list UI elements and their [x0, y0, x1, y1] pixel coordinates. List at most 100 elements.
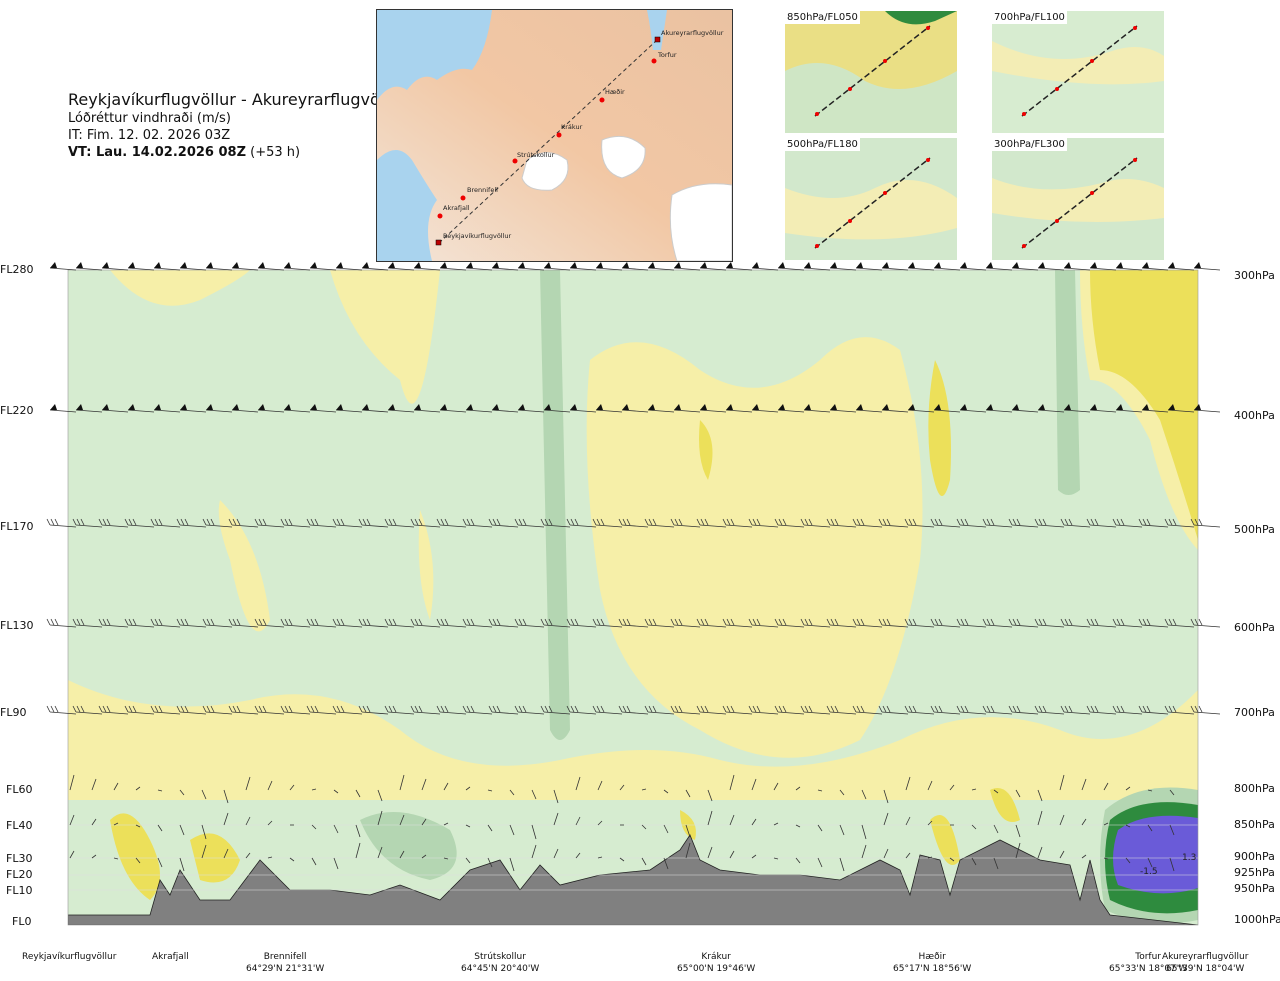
wind-barb-pennant [1038, 404, 1045, 410]
wind-barb-shaft [75, 624, 103, 628]
wind-barb-shaft [1011, 524, 1039, 528]
wind-barb-shaft [1081, 778, 1087, 791]
wind-barb-feather [696, 518, 701, 526]
wind-barb-shaft [127, 267, 155, 271]
wind-barb-shaft [933, 624, 961, 628]
wind-barb-shaft [157, 824, 163, 832]
wind-barb-shaft [101, 711, 129, 715]
thumb-700-svg [992, 11, 1164, 133]
wind-barb-feather [674, 518, 679, 526]
wind-barb-pennant [882, 262, 889, 268]
wind-barb-shaft [311, 857, 317, 866]
wind-barb-feather [540, 618, 545, 626]
wind-barb-shaft [829, 711, 857, 715]
wind-barb-shaft [1015, 789, 1021, 798]
wind-barb-shaft [335, 711, 363, 715]
thumb-700[interactable]: 700hPa/FL100 [992, 11, 1164, 133]
thumb-label-850: 850hPa/FL050 [785, 11, 860, 24]
wind-barb-feather [1008, 705, 1013, 713]
wind-barb-shaft [283, 267, 311, 271]
wind-barb-shaft [1059, 774, 1065, 791]
wind-barb-feather [622, 518, 627, 526]
wind-barb-pennant [76, 404, 83, 410]
wind-barb-feather [756, 618, 761, 626]
wind-barb-feather [158, 618, 163, 626]
wind-barb-shaft [881, 624, 909, 628]
wind-barb-shaft [1063, 624, 1091, 628]
wind-barb-shaft [69, 814, 75, 826]
wind-barb-pennant [180, 404, 187, 410]
wind-barb-feather [340, 705, 345, 713]
wind-barb-shaft [621, 624, 649, 628]
wind-barb-feather [514, 705, 519, 713]
wind-barb-shaft [509, 789, 515, 796]
wind-barb-shaft [387, 624, 415, 628]
wind-barb-shaft [699, 267, 727, 271]
wind-barb-feather [774, 618, 779, 626]
wind-barb-feather [670, 518, 675, 526]
wind-barb-feather [726, 518, 731, 526]
wind-barb-shaft [641, 788, 647, 791]
place-name: Reykjavíkurflugvöllur [22, 952, 117, 962]
wind-barb-feather [522, 618, 527, 626]
wind-barb-shaft [597, 856, 603, 859]
wind-barb-feather [626, 705, 631, 713]
wind-barb-shaft [75, 711, 103, 715]
wind-barb-shaft [575, 816, 581, 826]
wind-barb-pennant [1012, 404, 1019, 410]
wind-barb-feather [462, 705, 467, 713]
wind-barb-feather [930, 705, 935, 713]
wind-barb-feather [1094, 705, 1099, 713]
wind-barb-feather [570, 705, 575, 713]
wind-barb-shaft [673, 409, 701, 413]
wind-barb-shaft [1063, 267, 1091, 271]
torfur-marker [651, 58, 657, 64]
wind-barb-feather [436, 518, 441, 526]
wind-barb-feather [1116, 618, 1121, 626]
wind-barb-shaft [1193, 267, 1221, 271]
wind-barb-feather [826, 618, 831, 626]
wind-barb-shaft [729, 814, 735, 826]
wind-barb-feather [280, 518, 285, 526]
wind-barb-feather [384, 705, 389, 713]
wind-barb-shaft [905, 852, 911, 859]
wind-barb-feather [1086, 705, 1091, 713]
wind-barb-feather [1164, 618, 1169, 626]
wind-barb-shaft [647, 624, 675, 628]
fl-label: FL90 [0, 706, 27, 719]
wind-barb-feather [1042, 705, 1047, 713]
wind-barb-shaft [1015, 824, 1021, 838]
wind-barb-pennant [284, 262, 291, 268]
wind-barb-feather [626, 618, 631, 626]
wind-barb-feather [644, 518, 649, 526]
updraft-region [218, 500, 270, 632]
wind-barb-shaft [663, 857, 669, 870]
thumb-850[interactable]: 850hPa/FL050 [785, 11, 957, 133]
wind-barb-feather [184, 618, 189, 626]
wind-barb-shaft [201, 844, 207, 859]
place-label: Strútskollur 64°45'N 20°40'W [461, 951, 539, 975]
wind-barb-shaft [641, 824, 647, 830]
wind-barb-feather [106, 618, 111, 626]
wind-barb-feather [180, 518, 185, 526]
wind-barb-feather [522, 705, 527, 713]
wind-barb-feather [150, 518, 155, 526]
wind-barb-feather [210, 518, 215, 526]
wind-barb-shaft [421, 818, 427, 826]
wind-barb-shaft [1011, 267, 1039, 271]
wind-barb-shaft [465, 857, 471, 864]
thumb-300[interactable]: 300hPa/FL300 [992, 138, 1164, 260]
wind-barb-feather [236, 618, 241, 626]
wind-barb-feather [1194, 618, 1199, 626]
hpa-label: 800hPa [1234, 782, 1275, 795]
wind-barb-shaft [985, 524, 1013, 528]
map-markers: Akureyrarflugvöllur Torfur Hæðir Krákur … [435, 29, 724, 246]
wind-barb-shaft [751, 778, 757, 791]
wind-barb-feather [986, 618, 991, 626]
wind-barb-pennant [466, 404, 473, 410]
wind-barb-shaft [959, 524, 987, 528]
thumb-500[interactable]: 500hPa/FL180 [785, 138, 957, 260]
wind-barb-shaft [289, 784, 295, 791]
wind-barb-feather [1034, 518, 1039, 526]
wind-barb-feather [1060, 705, 1065, 713]
